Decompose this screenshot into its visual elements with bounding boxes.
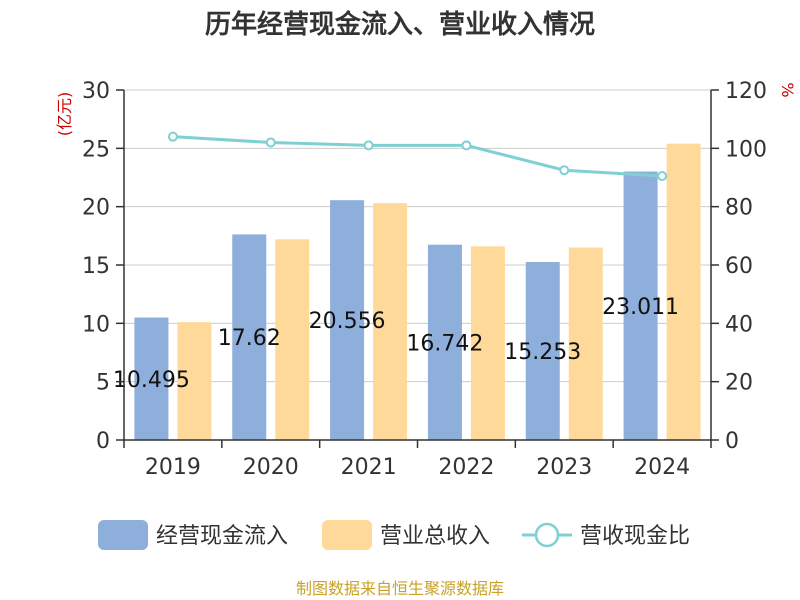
bar-value-label: 16.742 <box>406 331 483 356</box>
bars <box>134 143 701 440</box>
ratio-point <box>559 165 570 176</box>
legend-label: 经营现金流入 <box>156 524 288 549</box>
ratio-point <box>265 137 276 148</box>
bar-value-label: 17.62 <box>218 326 281 351</box>
ratio-line-path <box>172 135 663 178</box>
left-tick-label: 0 <box>96 429 110 454</box>
legend-marker <box>534 522 560 548</box>
x-tick-label: 2023 <box>536 455 592 480</box>
bar <box>134 317 169 440</box>
bar <box>666 143 701 440</box>
x-tick-label: 2022 <box>438 455 494 480</box>
ratio-point <box>167 131 178 142</box>
left-axis-unit: (亿元) <box>55 92 74 137</box>
left-tick-label: 20 <box>82 196 110 221</box>
right-tick-label: 80 <box>725 196 753 221</box>
legend-label: 营收现金比 <box>580 524 690 549</box>
left-tick-label: 25 <box>82 137 110 162</box>
data-labels: 10.495 17.62 20.556 16.742 15.253 23.011 <box>113 295 679 393</box>
right-tick-label: 60 <box>725 254 753 279</box>
legend-label: 营业总收入 <box>380 524 490 549</box>
right-tick-label: 120 <box>725 79 767 104</box>
right-tick-label: 20 <box>725 371 753 396</box>
left-tick-label: 10 <box>82 312 110 337</box>
ratio-point <box>363 140 374 151</box>
right-axis-unit: % <box>778 82 797 97</box>
bar <box>232 234 267 440</box>
bar <box>177 322 212 440</box>
left-tick-label: 30 <box>82 79 110 104</box>
bar <box>330 200 365 440</box>
bar <box>470 246 505 440</box>
bar <box>373 203 408 440</box>
bar <box>568 247 603 440</box>
axes: 0 0 5 20 10 40 15 60 20 80 25 100 30 120 2019 2020 2021 2… <box>82 79 767 480</box>
x-tick-label: 2020 <box>243 455 299 480</box>
bar <box>275 239 310 440</box>
grid <box>124 89 711 383</box>
left-tick-label: 5 <box>96 371 110 396</box>
bar-value-label: 15.253 <box>504 340 581 365</box>
legend-swatch <box>322 520 372 550</box>
right-tick-label: 40 <box>725 312 753 337</box>
right-tick-label: 0 <box>725 429 739 454</box>
right-tick-label: 100 <box>725 137 767 162</box>
bar-value-label: 20.556 <box>309 309 386 334</box>
bar <box>525 262 560 440</box>
source-note: 制图数据来自恒生聚源数据库 <box>296 579 504 598</box>
bar-value-label: 23.011 <box>602 295 679 320</box>
chart-title: 历年经营现金流入、营业收入情况 <box>205 9 595 40</box>
x-tick-label: 2021 <box>341 455 397 480</box>
bar <box>427 244 462 440</box>
legend: 经营现金流入 营业总收入 营收现金比 <box>98 520 690 550</box>
ratio-point <box>657 171 668 182</box>
ratio-line <box>167 131 668 182</box>
bar-value-label: 10.495 <box>113 368 190 393</box>
x-tick-label: 2019 <box>145 455 201 480</box>
ratio-point <box>461 140 472 151</box>
left-tick-label: 15 <box>82 254 110 279</box>
x-tick-label: 2024 <box>634 455 690 480</box>
legend-swatch <box>98 520 148 550</box>
bar <box>623 171 658 440</box>
